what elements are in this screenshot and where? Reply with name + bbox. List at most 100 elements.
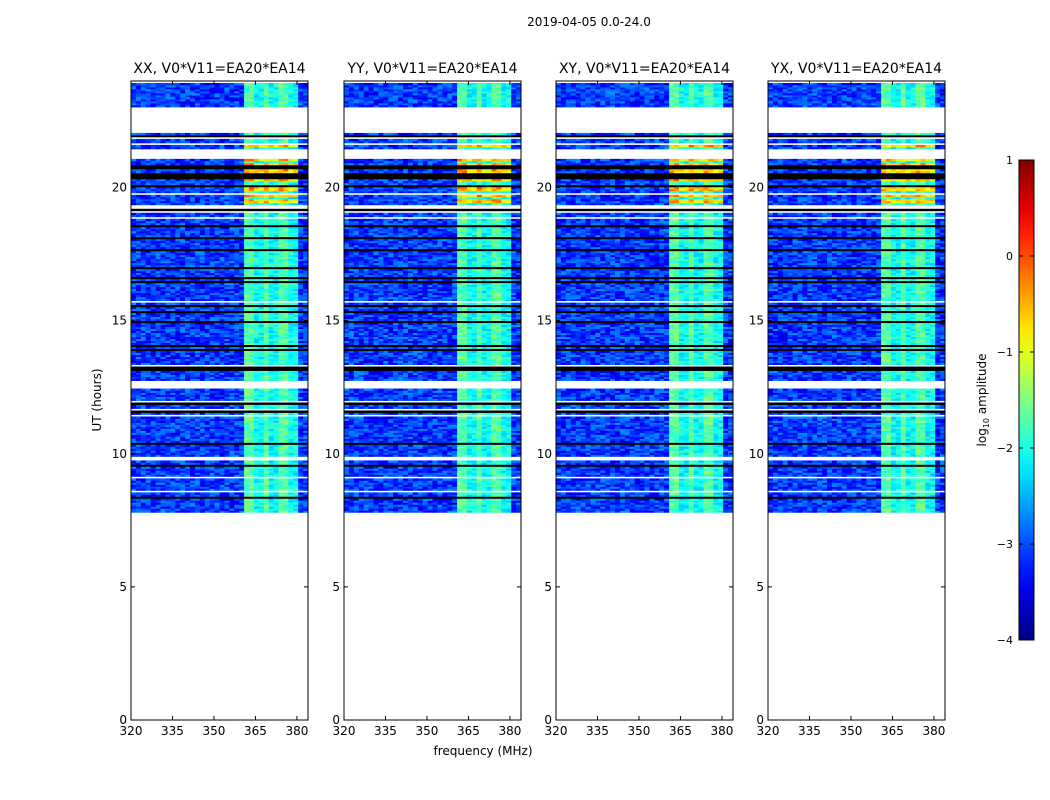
heatmap-cell bbox=[199, 478, 206, 481]
heatmap-cell bbox=[180, 188, 186, 192]
heatmap-cell bbox=[140, 460, 147, 463]
heatmap-cell bbox=[249, 244, 255, 248]
heatmap-cell bbox=[268, 234, 274, 238]
heatmap-cell bbox=[204, 196, 211, 200]
heatmap-cell bbox=[155, 444, 161, 447]
heatmap-cell bbox=[140, 434, 147, 437]
heatmap-cell bbox=[199, 488, 206, 491]
heatmap-cell bbox=[190, 232, 196, 236]
heatmap-cell bbox=[199, 160, 206, 164]
heatmap-cell bbox=[278, 218, 284, 222]
heatmap-cell bbox=[160, 406, 166, 409]
heatmap-cell bbox=[229, 168, 235, 172]
heatmap-cell bbox=[170, 440, 176, 443]
heatmap-cell bbox=[234, 198, 240, 202]
heatmap-cell bbox=[131, 306, 137, 310]
heatmap-cell bbox=[150, 186, 156, 190]
heatmap-cell bbox=[293, 480, 299, 483]
heatmap-cell bbox=[150, 430, 156, 433]
heatmap-cell bbox=[214, 318, 220, 322]
heatmap-cell bbox=[288, 324, 294, 328]
heatmap-cell bbox=[268, 254, 274, 258]
heatmap-cell bbox=[278, 268, 284, 272]
heatmap-cell bbox=[135, 424, 142, 427]
heatmap-cell bbox=[135, 256, 142, 260]
heatmap-cell bbox=[165, 324, 171, 328]
heatmap-cell bbox=[303, 212, 308, 216]
heatmap-cell bbox=[190, 370, 196, 373]
heatmap-cell bbox=[214, 452, 220, 455]
heatmap-cell bbox=[170, 262, 176, 266]
heatmap-cell bbox=[253, 196, 260, 200]
heatmap-cell bbox=[253, 158, 260, 162]
heatmap-cell bbox=[288, 226, 294, 230]
heatmap-cell bbox=[234, 336, 240, 339]
heatmap-cell bbox=[180, 328, 186, 332]
heatmap-cell bbox=[199, 218, 206, 222]
heatmap-cell bbox=[293, 350, 299, 353]
heatmap-cell bbox=[253, 454, 260, 457]
heatmap-cell bbox=[180, 396, 186, 399]
heatmap-cell bbox=[229, 376, 235, 379]
heatmap-cell bbox=[185, 328, 191, 332]
heatmap-cell bbox=[204, 326, 211, 330]
heatmap-cell bbox=[263, 448, 270, 451]
heatmap-cell bbox=[283, 232, 289, 236]
heatmap-cell bbox=[194, 306, 201, 310]
heatmap-cell bbox=[224, 178, 230, 182]
heatmap-cell bbox=[258, 246, 265, 250]
heatmap-cell bbox=[283, 182, 289, 186]
heatmap-cell bbox=[165, 484, 171, 487]
heatmap-cell bbox=[263, 182, 270, 186]
heatmap-cell bbox=[283, 230, 289, 234]
heatmap-cell bbox=[190, 260, 196, 264]
heatmap-cell bbox=[229, 316, 235, 320]
heatmap-cell bbox=[239, 504, 245, 507]
heatmap-cell bbox=[268, 336, 274, 339]
heatmap-cell bbox=[140, 510, 147, 513]
heatmap-cell bbox=[140, 302, 147, 306]
heatmap-cell bbox=[258, 422, 265, 425]
heatmap-cell bbox=[199, 180, 206, 184]
heatmap-cell bbox=[185, 352, 191, 355]
heatmap-cell bbox=[204, 324, 211, 328]
heatmap-cell bbox=[180, 424, 186, 427]
heatmap-cell bbox=[244, 354, 250, 357]
heatmap-cell bbox=[199, 370, 206, 373]
heatmap-cell bbox=[155, 168, 161, 172]
heatmap-cell bbox=[160, 182, 166, 186]
heatmap-cell bbox=[268, 466, 274, 469]
heatmap-cell bbox=[155, 316, 161, 320]
heatmap-cell bbox=[224, 288, 230, 292]
heatmap-cell bbox=[273, 306, 279, 310]
heatmap-cell bbox=[293, 482, 299, 485]
heatmap-cell bbox=[135, 298, 142, 302]
heatmap-cell bbox=[155, 188, 161, 192]
heatmap-cell bbox=[190, 494, 196, 497]
heatmap-cell bbox=[180, 278, 186, 282]
heatmap-cell bbox=[258, 488, 265, 491]
heatmap-cell bbox=[258, 510, 265, 513]
heatmap-cell bbox=[253, 316, 260, 320]
heatmap-cell bbox=[283, 314, 289, 318]
heatmap-cell bbox=[293, 430, 299, 433]
heatmap-cell bbox=[131, 282, 137, 286]
heatmap-cell bbox=[150, 372, 156, 375]
heatmap-cell bbox=[244, 294, 250, 298]
heatmap-cell bbox=[283, 196, 289, 200]
heatmap-cell bbox=[234, 432, 240, 435]
heatmap-cell bbox=[249, 482, 255, 485]
heatmap-cell bbox=[273, 370, 279, 373]
heatmap-cell bbox=[273, 466, 279, 469]
heatmap-cell bbox=[239, 426, 245, 429]
heatmap-cell bbox=[175, 264, 181, 268]
heatmap-cell bbox=[160, 288, 166, 292]
heatmap-cell bbox=[298, 502, 304, 505]
heatmap-cell bbox=[214, 404, 220, 407]
heatmap-cell bbox=[298, 178, 304, 182]
heatmap-cell bbox=[234, 144, 240, 148]
heatmap-cell bbox=[219, 146, 225, 150]
heatmap-cell bbox=[239, 390, 245, 393]
heatmap-cell bbox=[209, 170, 215, 174]
heatmap-cell bbox=[234, 482, 240, 485]
